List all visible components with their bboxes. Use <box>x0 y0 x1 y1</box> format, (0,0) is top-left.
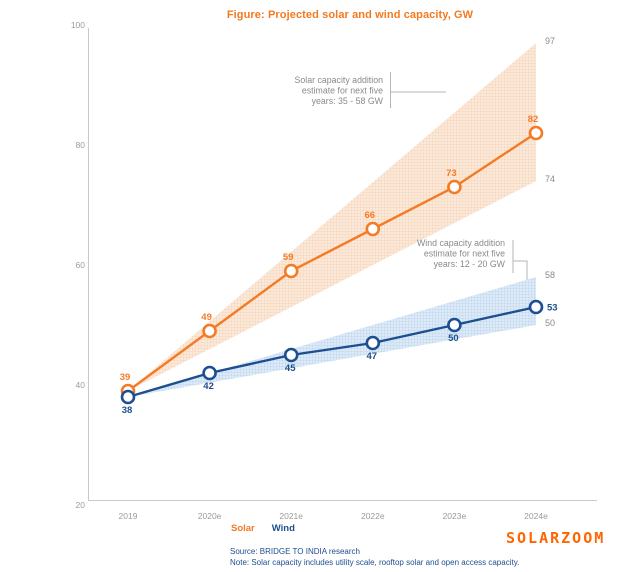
line-chart: 20 40 60 80 100 2019 2020e 2021e 2022e 2023e 2024e… <box>71 20 597 521</box>
y-tick-label: 40 <box>76 380 86 390</box>
y-tick-label: 20 <box>76 500 86 510</box>
wind-marker <box>202 365 217 381</box>
solar-marker <box>202 323 217 339</box>
x-tick-label: 2022e <box>361 511 385 521</box>
wind-point-label: 53 <box>547 303 558 314</box>
x-tick-label: 2019 <box>119 511 138 521</box>
wind-point-label: 45 <box>285 363 296 374</box>
note-line: Note: Solar capacity includes utility sc… <box>230 558 520 567</box>
wind-annotation-bracket <box>512 240 528 280</box>
wind-point-label: 42 <box>203 381 214 392</box>
wind-marker <box>283 347 299 363</box>
solar-point-label: 39 <box>120 372 131 383</box>
wind-point-label: 47 <box>367 351 378 362</box>
solar-point-label: 49 <box>201 312 212 323</box>
solar-point-label: 59 <box>283 252 294 263</box>
wind-marker <box>120 389 136 405</box>
wind-line <box>127 305 537 399</box>
x-tick-label: 2020e <box>198 511 222 521</box>
solar-marker <box>283 263 299 279</box>
wind-marker <box>447 317 462 333</box>
solar-annotation-text: years: 35 - 58 GW <box>312 96 384 106</box>
wind-annotation-text: estimate for next five <box>424 249 505 259</box>
solar-uncertainty-band <box>128 43 536 391</box>
solar-band-end-label: 97 <box>545 36 555 46</box>
legend-item-solar: Solar <box>231 523 255 534</box>
chart-title: Figure: Projected solar and wind capacit… <box>226 9 474 21</box>
solar-annotation-bracket <box>390 72 446 108</box>
solar-line <box>127 131 537 392</box>
solar-marker <box>528 125 544 141</box>
solar-point-label: 66 <box>365 210 376 221</box>
solar-annotation-text: estimate for next five <box>302 86 383 96</box>
wind-point-label: 38 <box>122 405 133 416</box>
wind-band-end-label: 50 <box>545 318 555 328</box>
axes <box>88 28 597 501</box>
y-tick-label: 100 <box>71 20 85 30</box>
wind-annotation-text: Wind capacity addition <box>417 238 505 248</box>
solar-marker <box>447 179 462 195</box>
wind-uncertainty-band <box>128 277 536 397</box>
wind-marker <box>528 299 544 315</box>
legend-item-wind: Wind <box>271 523 295 534</box>
solar-marker <box>365 221 381 237</box>
solar-point-label: 82 <box>528 114 539 125</box>
solar-point-label: 73 <box>446 168 457 179</box>
y-tick-label: 60 <box>76 260 86 270</box>
wind-annotation-text: years: 12 - 20 GW <box>434 259 506 269</box>
chart-legend: Solar Wind <box>231 523 295 534</box>
x-tick-label: 2023e <box>443 511 467 521</box>
footer-notes: Source: BRIDGE TO INDIA research Note: S… <box>230 546 519 568</box>
solar-band-end-label: 74 <box>545 174 555 184</box>
solar-annotation-text: Solar capacity addition <box>294 75 383 85</box>
wind-band-end-label: 58 <box>545 270 555 280</box>
x-tick-label: 2021e <box>279 511 303 521</box>
wind-marker <box>365 335 381 351</box>
y-tick-label: 80 <box>76 140 86 150</box>
x-tick-label: 2024e <box>524 511 548 521</box>
source-line: Source: BRIDGE TO INDIA research <box>230 547 360 556</box>
watermark: SOLARZOOM <box>506 529 606 547</box>
wind-point-label: 50 <box>448 333 459 344</box>
